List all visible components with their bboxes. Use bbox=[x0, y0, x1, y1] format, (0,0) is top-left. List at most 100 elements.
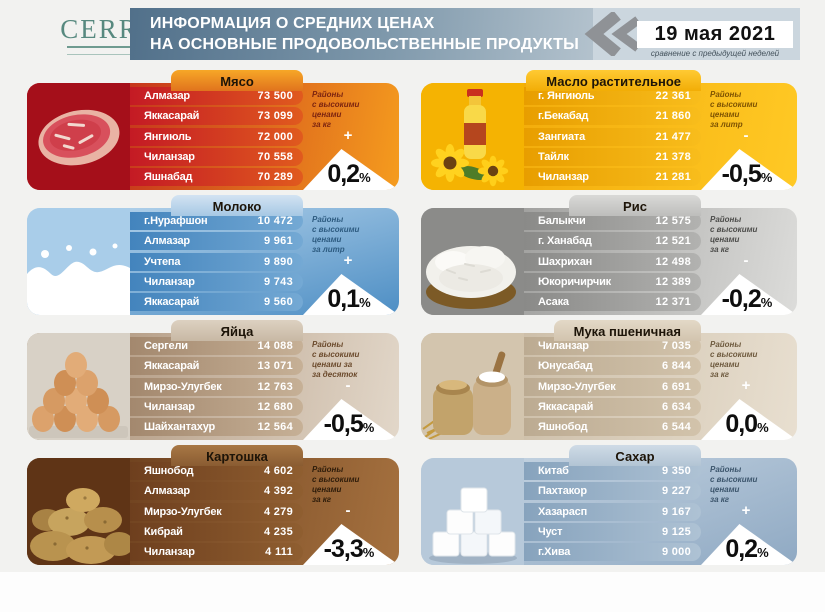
potato-illustration bbox=[27, 458, 134, 565]
card-flour: Мука пшеничная Чиланзар 7 03 bbox=[421, 320, 797, 440]
high-price-note: Районы с высокими ценами за кг bbox=[312, 90, 360, 129]
district: Балыкчи bbox=[538, 215, 586, 227]
card-title: Картошка bbox=[206, 449, 268, 464]
price-list: Алмазар 73 500 Яккасарай 73 099 Янгиюль 72 … bbox=[130, 83, 303, 190]
district: Чиланзар bbox=[144, 546, 195, 558]
milk-illustration bbox=[27, 208, 130, 315]
price-row: Асака 12 371 bbox=[524, 293, 701, 311]
double-chevron-left-icon bbox=[584, 12, 641, 56]
cerr-logo-subtext bbox=[66, 46, 133, 55]
trend-peak-icon bbox=[701, 399, 797, 440]
change-info: Районы с высокими ценами за кг - -0,2% bbox=[701, 208, 797, 315]
change-percent: -3,3% bbox=[323, 535, 375, 563]
district: Чиланзар bbox=[144, 150, 195, 163]
change-sign: - bbox=[345, 502, 351, 519]
district: Чуст bbox=[538, 525, 563, 538]
card-oil: Масло растительное bbox=[421, 70, 797, 190]
district: Чиланзар bbox=[538, 340, 589, 352]
price: 9 961 bbox=[263, 235, 293, 248]
price-row: Балыкчи 12 575 bbox=[524, 212, 701, 230]
price-row: Яккасарай 6 634 bbox=[524, 397, 701, 416]
price-row: Зангиата 21 477 bbox=[524, 127, 701, 146]
card-title-tab: Картошка bbox=[171, 445, 303, 466]
change-info: Районы с высокими ценами за кг + 0,0% bbox=[701, 333, 797, 440]
price-row: Сергели 14 088 bbox=[130, 337, 303, 355]
price-row: г.Бекабад 21 860 bbox=[524, 107, 701, 126]
price: 6 691 bbox=[661, 380, 691, 393]
price-row: Кибрай 4 235 bbox=[130, 522, 303, 541]
district: Китаб bbox=[538, 465, 569, 477]
card-body: Алмазар 73 500 Яккасарай 73 099 Янгиюль 72 … bbox=[27, 83, 399, 190]
card-title: Молоко bbox=[212, 199, 262, 214]
price: 22 361 bbox=[655, 90, 691, 102]
price: 9 167 bbox=[661, 505, 691, 518]
price: 21 477 bbox=[655, 130, 691, 143]
card-body: г.Нурафшон 10 472 Алмазар 9 961 Учтепа 9 89… bbox=[27, 208, 399, 315]
trend-peak-icon bbox=[701, 524, 797, 565]
trend-peak-icon bbox=[303, 399, 399, 440]
card-title-tab: Яйца bbox=[171, 320, 303, 341]
price-list: Чиланзар 7 035 Юнусабад 6 844 Мирзо-Улугбе… bbox=[524, 333, 701, 440]
price-row: Чиланзар 7 035 bbox=[524, 337, 701, 355]
bottom-strip bbox=[0, 572, 825, 612]
price: 12 498 bbox=[655, 255, 691, 268]
price-row: Чуст 9 125 bbox=[524, 522, 701, 541]
price: 9 743 bbox=[263, 275, 293, 288]
price-row: Учтепа 9 890 bbox=[130, 252, 303, 271]
price-row: Алмазар 4 392 bbox=[130, 482, 303, 501]
page-title-line2: НА ОСНОВНЫЕ ПРОДОВОЛЬСТВЕННЫЕ ПРОДУКТЫ bbox=[150, 36, 580, 53]
card-title-tab: Мука пшеничная bbox=[553, 320, 701, 341]
price: 12 389 bbox=[655, 275, 691, 288]
change-info: Районы с высокими ценами за кг + 0,2% bbox=[303, 83, 399, 190]
card-potato: Картошка Яшнобод bbox=[27, 445, 399, 565]
price-row: Мирзо-Улугбек 6 691 bbox=[524, 377, 701, 396]
card-title: Рис bbox=[623, 199, 647, 214]
high-price-note: Районы с высокими ценами за кг bbox=[710, 215, 758, 254]
price: 14 088 bbox=[257, 340, 293, 352]
change-sign: - bbox=[743, 127, 749, 144]
district: г.Хива bbox=[538, 546, 571, 558]
price: 12 564 bbox=[257, 421, 293, 433]
change-percent: -0,2% bbox=[721, 285, 773, 313]
price: 12 763 bbox=[257, 380, 293, 393]
change-percent: 0,2% bbox=[327, 160, 371, 188]
price: 73 500 bbox=[257, 90, 293, 102]
price: 9 125 bbox=[661, 525, 691, 538]
price-row: Чиланзар 70 558 bbox=[130, 147, 303, 166]
page-title: ИНФОРМАЦИЯ О СРЕДНИХ ЦЕНАХ НА ОСНОВНЫЕ П… bbox=[130, 8, 593, 60]
price-list: г.Нурафшон 10 472 Алмазар 9 961 Учтепа 9 89… bbox=[130, 208, 303, 315]
card-title: Мука пшеничная bbox=[573, 324, 681, 339]
sugar-illustration bbox=[421, 458, 524, 565]
price-row: Чиланзар 9 743 bbox=[130, 272, 303, 291]
card-title-tab: Мясо bbox=[171, 70, 303, 91]
price-row: Яккасарай 13 071 bbox=[130, 357, 303, 376]
eggs-illustration bbox=[27, 333, 130, 440]
price: 4 235 bbox=[263, 525, 293, 538]
trend-peak-icon bbox=[303, 524, 399, 565]
district: Алмазар bbox=[144, 90, 190, 102]
price: 7 035 bbox=[661, 340, 691, 352]
high-price-note: Районы с высокими ценами за литр bbox=[710, 90, 758, 129]
high-price-note: Районы с высокими ценами за литр bbox=[312, 215, 360, 254]
change-info: Районы с высокими ценами за литр - -0,5% bbox=[701, 83, 797, 190]
district: Чиланзар bbox=[144, 400, 195, 413]
district: Яккасарай bbox=[144, 110, 200, 123]
price-row: Янгиюль 72 000 bbox=[130, 127, 303, 146]
price-row: Алмазар 9 961 bbox=[130, 232, 303, 251]
district: Шайхантахур bbox=[144, 421, 216, 433]
card-meat: Мясо Алмазар 73 500 Яккасарай 73 099 Янгию… bbox=[27, 70, 399, 190]
card-title-tab: Сахар bbox=[569, 445, 701, 466]
price-row: Шайхантахур 12 564 bbox=[130, 418, 303, 436]
card-eggs: Яйца Сергели 14 088 bbox=[27, 320, 399, 440]
trend-peak-icon bbox=[303, 149, 399, 190]
price-list: г. Янгиюль 22 361 г.Бекабад 21 860 Зангиат… bbox=[524, 83, 701, 190]
card-body: Чиланзар 7 035 Юнусабад 6 844 Мирзо-Улугбе… bbox=[421, 333, 797, 440]
district: Юкоричирчик bbox=[538, 275, 611, 288]
card-body: Яшнобод 4 602 Алмазар 4 392 Мирзо-Улугбек 4… bbox=[27, 458, 399, 565]
high-price-note: Районы с высокими ценами за кг bbox=[710, 465, 758, 504]
district: Хазарасп bbox=[538, 505, 588, 518]
change-sign: - bbox=[345, 377, 351, 394]
district: Яккасарай bbox=[144, 360, 200, 373]
change-sign: - bbox=[743, 252, 749, 269]
district: Яккасарай bbox=[144, 296, 200, 308]
